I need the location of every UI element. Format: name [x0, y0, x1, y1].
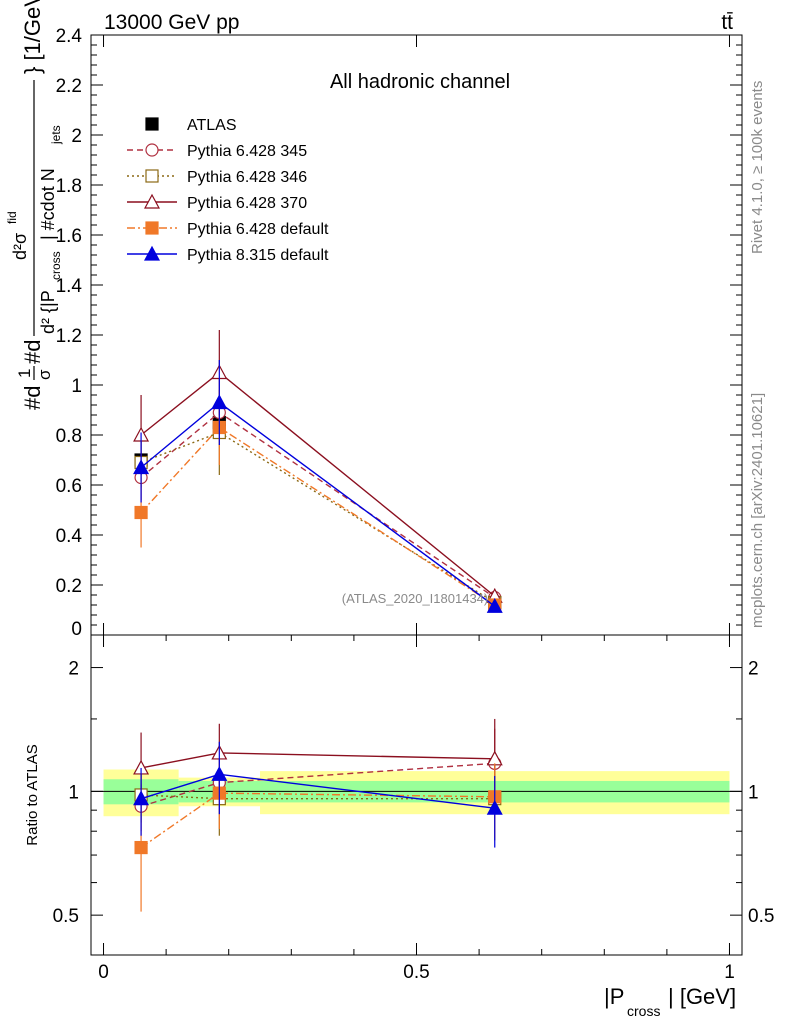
legend-label: Pythia 8.315 default: [187, 247, 329, 264]
ratio-y-tick-label-right: 1: [748, 782, 759, 803]
ratio-data-point: [133, 790, 150, 806]
main-y-tick-label: 1.8: [56, 176, 82, 197]
ratio-series-line: [140, 752, 495, 769]
ratio-x-tick-label: 0: [98, 962, 109, 983]
ylabel-unit: } [1/GeV]: [20, 0, 45, 74]
ylabel-frac-den: σ: [35, 369, 54, 380]
process-label: tt̄: [721, 11, 733, 34]
ylabel-num-sup: fid: [5, 211, 19, 224]
data-point: [133, 459, 150, 475]
legend-label: Pythia 6.428 default: [187, 221, 329, 238]
legend: ATLAS Pythia 6.428 345 Pythia 6.428 346 Pyt…: [127, 117, 329, 264]
series-line: [140, 426, 496, 606]
main-y-tick-label: 1.4: [56, 276, 83, 297]
main-y-tick-label: 1: [71, 376, 82, 397]
main-y-tick-label: 0.2: [56, 576, 82, 597]
main-y-tick-label: 2.4: [56, 26, 83, 47]
legend-marker: [145, 117, 159, 131]
main-y-ticks: 0 0.2 0.4 0.6 0.8 1 1.2 1.4 1.6 1.8 2 2.2 2.4: [56, 26, 742, 640]
series-line: [140, 431, 496, 604]
ylabel-den: d² {|P: [38, 290, 58, 334]
ylabel-den-sub2: jets: [49, 125, 63, 145]
main-y-tick-label: 1.6: [56, 226, 82, 247]
main-y-tick-label: 1.2: [56, 326, 82, 347]
x-axis-label: |P cross | [GeV]: [604, 984, 736, 1019]
main-y-tick-label: 0: [71, 619, 82, 640]
legend-marker: [145, 143, 159, 157]
ratio-y-tick-label-right: 0.5: [748, 906, 774, 927]
data-point: [211, 394, 228, 410]
ylabel-num: d²σ: [10, 233, 30, 260]
legend-label: Pythia 6.428 370: [187, 195, 307, 212]
ratio-x-tick-label: 0.5: [403, 962, 429, 983]
xlabel-tail: | [GeV]: [668, 984, 736, 1009]
main-title: All hadronic channel: [330, 71, 510, 93]
ratio-data-point: [486, 799, 503, 815]
ratio-bands: [91, 769, 742, 817]
ratio-series-line: [141, 794, 495, 800]
ratio-y-ticks: 0.5 0.5 1 1 2 2: [53, 659, 775, 928]
main-panel: 0 0.2 0.4 0.6 0.8 1 1.2 1.4 1.6 1.8 2 2.2 2.4 All ha…: [5, 0, 743, 640]
data-point: [134, 505, 148, 520]
ratio-series-line: [140, 792, 495, 849]
legend-marker: [143, 245, 161, 261]
energy-label: 13000 GeV pp: [104, 11, 239, 34]
data-point: [486, 597, 503, 613]
ylabel-den-sub: cross: [49, 251, 63, 280]
ratio-y-tick-label: 2: [68, 659, 79, 680]
ratio-x-ticks: 0 0.5 1: [98, 635, 735, 983]
ylabel-prefix: #d: [20, 386, 45, 410]
watermark: (ATLAS_2020_I1801434): [342, 591, 488, 606]
series-line: [140, 401, 496, 607]
main-y-tick-label: 0.4: [56, 526, 83, 547]
ylabel-mid: #d: [20, 340, 45, 364]
ratio-panel: 0.5 0.51 12 2 0 0.5 1 Ratio to ATLAS |P cross…: [24, 634, 775, 1019]
ratio-y-label: Ratio to ATLAS: [24, 744, 41, 845]
ylabel-frac-num: 1: [15, 369, 34, 378]
ratio-y-tick-label: 1: [68, 782, 79, 803]
main-y-tick-label: 2: [71, 126, 82, 147]
legend-label: ATLAS: [187, 117, 237, 134]
main-marks: [133, 330, 503, 613]
mcplots-label: mcplots.cern.ch [arXiv:2401.10621]: [749, 393, 766, 628]
ylabel-den-tail: | #cdot N: [38, 168, 58, 240]
ratio-y-tick-label: 0.5: [53, 906, 79, 927]
xlabel-main: |P: [604, 984, 624, 1009]
xlabel-sub: cross: [627, 1003, 660, 1019]
rivet-label: Rivet 4.1.0, ≥ 100k events: [749, 81, 766, 254]
main-y-tick-label: 0.8: [56, 426, 82, 447]
ratio-marks: [133, 718, 503, 912]
ratio-x-tick-label: 1: [724, 962, 735, 983]
main-y-tick-label: 2.2: [56, 76, 82, 97]
legend-label: Pythia 6.428 345: [187, 143, 307, 160]
ratio-data-point: [134, 840, 148, 855]
legend-label: Pythia 6.428 346: [187, 169, 307, 186]
main-y-label: #d 1 σ #d d²σ fid d² {|P cross | #cdot N…: [5, 0, 63, 410]
ratio-data-point: [211, 766, 228, 781]
main-y-tick-label: 0.6: [56, 476, 82, 497]
ratio-y-tick-label-right: 2: [748, 659, 759, 680]
legend-marker: [145, 169, 159, 183]
legend-marker: [145, 221, 159, 235]
legend-marker: [143, 193, 161, 209]
